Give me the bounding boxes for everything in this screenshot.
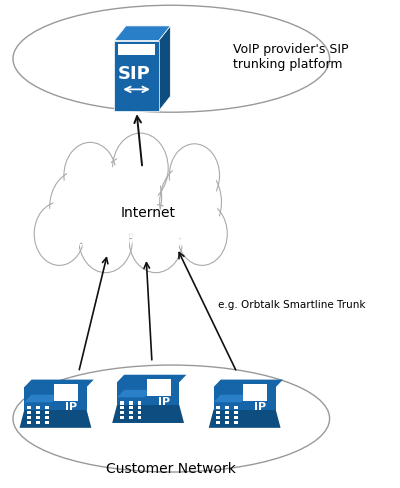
Bar	[129, 402, 132, 405]
Text: SIP: SIP	[118, 65, 151, 83]
FancyBboxPatch shape	[244, 385, 267, 401]
Bar	[120, 411, 124, 414]
Polygon shape	[117, 390, 152, 398]
Bar	[45, 421, 49, 424]
Bar	[36, 421, 40, 424]
Ellipse shape	[13, 6, 330, 113]
Polygon shape	[24, 380, 94, 387]
Bar	[120, 406, 124, 409]
Bar	[129, 416, 132, 419]
Circle shape	[79, 205, 133, 273]
Bar	[234, 416, 238, 419]
Ellipse shape	[13, 366, 330, 472]
Circle shape	[160, 164, 222, 242]
Bar	[27, 416, 31, 419]
Circle shape	[112, 134, 168, 203]
Circle shape	[177, 203, 227, 266]
Circle shape	[34, 203, 84, 266]
Bar	[27, 411, 31, 414]
Bar	[225, 416, 229, 419]
Polygon shape	[112, 405, 184, 423]
Bar	[36, 411, 40, 414]
Bar	[129, 406, 132, 409]
Polygon shape	[159, 27, 170, 112]
Circle shape	[132, 209, 180, 269]
Text: IP: IP	[65, 401, 77, 411]
Circle shape	[180, 206, 224, 262]
Circle shape	[129, 205, 183, 273]
Circle shape	[169, 144, 220, 207]
Circle shape	[164, 168, 218, 237]
Bar	[138, 416, 142, 419]
Bar	[138, 411, 142, 414]
Polygon shape	[24, 395, 59, 403]
Polygon shape	[117, 375, 186, 383]
Bar	[216, 411, 220, 414]
Bar	[45, 407, 49, 409]
Polygon shape	[114, 27, 170, 41]
Circle shape	[37, 206, 81, 262]
Bar	[45, 416, 49, 419]
Text: VoIP provider's SIP
trunking platform: VoIP provider's SIP trunking platform	[233, 43, 348, 71]
Circle shape	[96, 157, 162, 239]
Bar	[225, 421, 229, 424]
Circle shape	[116, 138, 165, 200]
Bar	[234, 421, 238, 424]
Circle shape	[50, 171, 108, 244]
Text: e.g. Orbtalk Smartline Trunk: e.g. Orbtalk Smartline Trunk	[218, 300, 365, 310]
Bar	[216, 421, 220, 424]
Bar	[120, 416, 124, 419]
Polygon shape	[214, 380, 283, 387]
Bar	[138, 406, 142, 409]
Text: Internet: Internet	[121, 205, 176, 220]
Circle shape	[67, 147, 113, 205]
Bar	[36, 407, 40, 409]
FancyBboxPatch shape	[214, 387, 276, 410]
Bar	[234, 407, 238, 409]
Bar	[120, 402, 124, 405]
Circle shape	[53, 176, 104, 240]
Bar	[225, 411, 229, 414]
Bar	[129, 411, 132, 414]
FancyBboxPatch shape	[117, 383, 179, 405]
Circle shape	[82, 209, 130, 269]
FancyBboxPatch shape	[54, 385, 78, 401]
Bar	[216, 407, 220, 409]
Bar	[27, 421, 31, 424]
Text: IP: IP	[158, 396, 170, 406]
Bar	[27, 407, 31, 409]
Bar	[225, 407, 229, 409]
Circle shape	[64, 143, 116, 209]
Bar	[234, 411, 238, 414]
Circle shape	[172, 148, 216, 204]
FancyBboxPatch shape	[118, 45, 155, 56]
Polygon shape	[214, 395, 248, 403]
Polygon shape	[20, 410, 91, 428]
Bar	[138, 402, 142, 405]
Circle shape	[100, 162, 158, 234]
FancyBboxPatch shape	[24, 387, 86, 410]
Bar	[36, 416, 40, 419]
FancyBboxPatch shape	[147, 380, 171, 396]
Bar	[216, 416, 220, 419]
FancyBboxPatch shape	[114, 41, 159, 112]
Bar	[45, 411, 49, 414]
Text: IP: IP	[254, 401, 266, 411]
Text: Customer Network: Customer Network	[106, 461, 236, 475]
Polygon shape	[209, 410, 280, 428]
